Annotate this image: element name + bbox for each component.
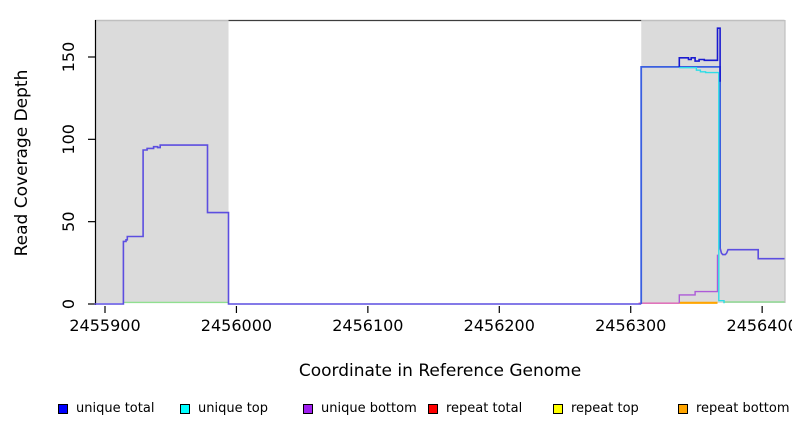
legend-swatch-icon [678,403,688,414]
violet-left-peak-and-baseline-line [94,144,642,305]
legend-item-unique-bottom: unique bottom [303,401,417,416]
legend-label: unique bottom [321,401,417,416]
shaded-region [641,20,785,303]
legend-label: unique total [76,401,155,416]
legend-item-unique-total: unique total [58,401,154,416]
y-tick-label: 50 [59,211,78,231]
royalblue-right-block-line [640,66,721,304]
y-axis-title: Read Coverage Depth [12,69,32,257]
cyan-unique-top-line [679,66,725,304]
legend-label: repeat top [571,401,639,416]
shaded-region [95,20,229,303]
y-tick-label: 0 [59,299,78,309]
x-tick-label: 2456300 [595,316,666,335]
legend-swatch-icon [553,403,563,414]
darkblue-unique-total-spike-line [678,27,721,82]
purple-unique-bottom-steps-line [678,254,719,304]
legend-item-repeat-top: repeat top [553,401,639,416]
legend-item-repeat-bottom: repeat bottom [678,401,790,416]
legend-swatch-icon [58,403,68,414]
y-tick-label: 100 [59,124,78,155]
x-tick-label: 2456100 [332,316,403,335]
legend-swatch-icon [303,403,313,414]
legend-item-unique-top: unique top [180,401,268,416]
x-tick-label: 2456000 [201,316,272,335]
legend-label: repeat total [446,401,523,416]
x-tick-label: 2455900 [69,316,140,335]
violet-right-tail-line [719,247,785,260]
legend-label: unique top [198,401,269,416]
legend-item-repeat-total: repeat total [428,401,522,416]
legend-swatch-icon [180,403,190,414]
x-axis-title: Coordinate in Reference Genome [298,361,582,381]
legend: unique total unique top unique bottom repea… [0,400,792,422]
legend-swatch-icon [428,403,438,414]
x-tick-label: 2456200 [464,316,535,335]
legend-label: repeat bottom [696,401,790,416]
y-tick-label: 150 [59,42,78,73]
x-tick-label: 2456400 [727,316,792,335]
